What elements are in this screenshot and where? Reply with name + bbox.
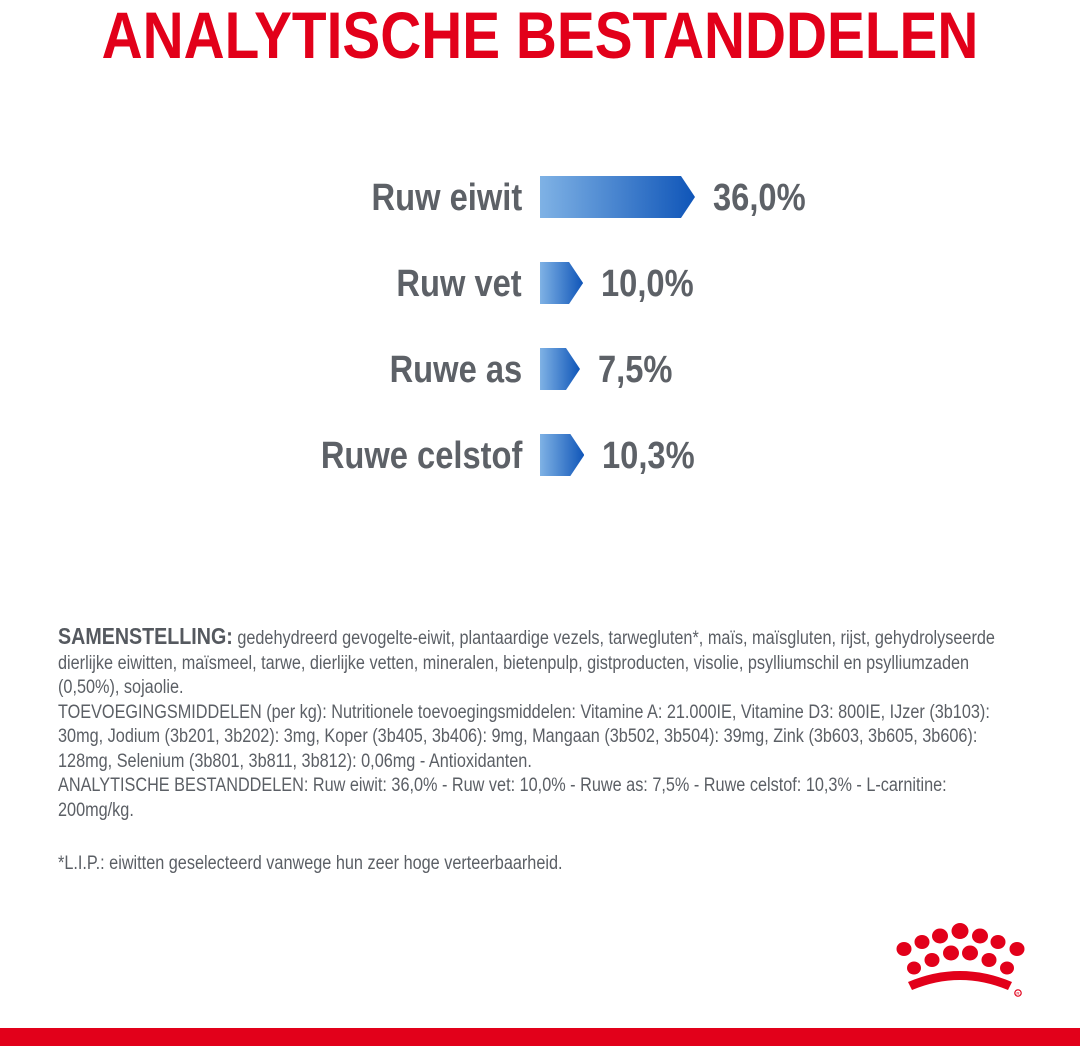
chart-row: Ruwe as 7,5% [0, 348, 1080, 392]
page-title: ANALYTISCHE BESTANDDELEN [101, 0, 979, 72]
bar-category-label: Ruwe celstof [320, 435, 522, 477]
bar-shape [540, 434, 585, 476]
bar-category-label: Ruw eiwit [371, 177, 522, 219]
bar [540, 262, 584, 304]
bar-shape [540, 176, 695, 218]
bar-shape [540, 262, 584, 304]
composition-lead: SAMENSTELLING: [58, 623, 233, 649]
composition-ingredients: gedehydreerd gevogelte-eiwit, plantaardi… [58, 628, 995, 698]
chart-row: Ruw vet 10,0% [0, 262, 1080, 306]
bar-category-label: Ruw vet [396, 263, 522, 305]
composition-text: SAMENSTELLING: gedehydreerd gevogelte-ei… [58, 624, 1024, 823]
composition-additives: TOEVOEGINGSMIDDELEN (per kg): Nutritione… [58, 701, 990, 772]
bar-value-label: 36,0% [713, 177, 806, 219]
svg-text:R: R [1016, 991, 1020, 996]
bar-value-label: 10,0% [601, 263, 694, 305]
composition-paragraph: SAMENSTELLING: gedehydreerd gevogelte-ei… [58, 624, 1024, 701]
crown-logo-icon: R [884, 920, 1032, 1002]
bar-shape [540, 348, 580, 390]
bar-value-label: 10,3% [602, 435, 696, 477]
bar [540, 348, 580, 390]
composition-analytical: ANALYTISCHE BESTANDDELEN: Ruw eiwit: 36,… [58, 775, 947, 821]
footnote: *L.I.P.: eiwitten geselecteerd vanwege h… [58, 853, 563, 874]
chart-row: Ruwe celstof 10,3% [0, 434, 1080, 478]
bar [540, 434, 585, 476]
bar-category-label: Ruwe as [389, 349, 522, 391]
chart-row: Ruw eiwit 36,0% [0, 176, 1080, 220]
bar-value-label: 7,5% [598, 349, 673, 391]
bottom-stripe [0, 1028, 1080, 1046]
bar [540, 176, 695, 218]
